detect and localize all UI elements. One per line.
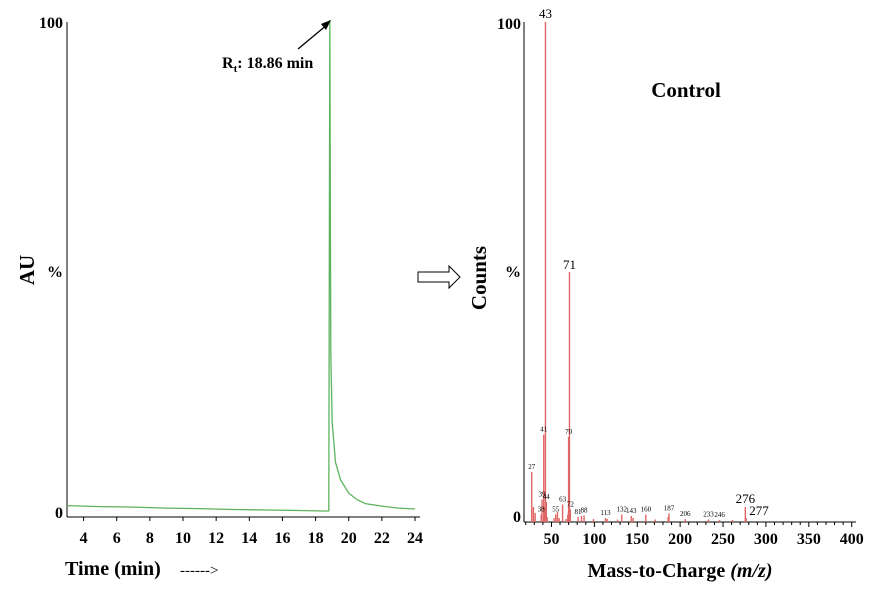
spectrum-x-ticks: 50 100 150 200 250 300 350 400 — [525, 522, 864, 548]
spectrum-y-label-mid: % — [505, 264, 521, 281]
spectrum-x-tick-label: 100 — [582, 531, 606, 548]
spectrum-x-tick-label: 250 — [711, 531, 735, 548]
chromatogram-x-tick-label: 14 — [241, 530, 257, 547]
mass-spectrum-chart: 100 % 0 Counts Control 50 100 150 200 250 300… — [467, 6, 864, 582]
spectrum-peak-label: 132 — [617, 506, 628, 514]
chromatogram-x-tick-label: 4 — [80, 530, 88, 547]
spectrum-peak-label: 113 — [600, 509, 611, 517]
spectrum-peak-label: 160 — [641, 506, 652, 514]
chromatogram-x-tick-label: 20 — [341, 530, 357, 547]
spectrum-x-tick-label: 350 — [797, 531, 821, 548]
spectrum-peak-label: 43 — [539, 6, 552, 21]
spectrum-peak-label: 276 — [736, 491, 756, 506]
spectrum-peak-label: 81 — [575, 508, 583, 516]
retention-time-arrowhead — [321, 20, 331, 30]
spectrum-peak-label: 27 — [528, 463, 536, 471]
spectrum-y-label-top: 100 — [497, 16, 521, 33]
chromatogram-x-tick-label: 8 — [146, 530, 154, 547]
spectrum-peaks — [531, 22, 747, 522]
spectrum-x-axis-title: Mass-to-Charge (m/z) — [588, 560, 773, 582]
spectrum-peak-label: 39 — [539, 491, 547, 499]
retention-time-annotation: Rt: 18.86 min — [222, 55, 313, 75]
spectrum-x-tick-label: 50 — [543, 531, 559, 548]
retention-time-arrow — [297, 23, 329, 50]
chromatogram-y-axis-title: AU — [15, 255, 39, 285]
spectrum-peak-label: 233 — [703, 511, 714, 519]
chromatogram-y-label-mid: % — [47, 264, 63, 281]
spectrum-y-label-bottom: 0 — [513, 509, 521, 526]
spectrum-peak-label: 38 — [538, 506, 546, 514]
spectrum-peak-label: 63 — [559, 496, 567, 504]
chromatogram-x-tick-label: 10 — [175, 530, 191, 547]
spectrum-peak-label: 72 — [567, 501, 575, 509]
chromatogram-x-tick-label: 18 — [308, 530, 324, 547]
spectrum-peak-label: 277 — [749, 503, 769, 518]
spectrum-x-tick-label: 300 — [754, 531, 778, 548]
spectrum-y-axis-title: Counts — [467, 246, 491, 310]
spectrum-peak-label: 206 — [680, 510, 691, 518]
chromatogram-y-label-bottom: 0 — [55, 505, 63, 522]
spectrum-x-tick-label: 150 — [625, 531, 649, 548]
spectrum-title: Control — [651, 78, 721, 102]
chromatogram-trace — [66, 19, 416, 512]
spectrum-peak-label: 44 — [543, 493, 551, 501]
spectrum-peak-label: 71 — [563, 257, 576, 272]
spectrum-x-tick-label: 200 — [668, 531, 692, 548]
transfer-arrow-icon — [417, 264, 461, 290]
chromatogram-x-tick-label: 6 — [113, 530, 121, 547]
spectrum-x-tick-label: 400 — [840, 531, 864, 548]
spectrum-peak-label: 246 — [714, 511, 725, 519]
spectrum-peak-label: 143 — [626, 507, 637, 515]
chromatogram-x-tick-label: 22 — [374, 530, 390, 547]
spectrum-peak-label: 88 — [581, 507, 589, 515]
chromatogram-x-tick-label: 24 — [407, 530, 423, 547]
spectrum-peak-label: 187 — [664, 505, 675, 513]
chromatogram-chart: 100 % 0 AU 4 6 8 10 12 14 16 18 20 22 24 Time (min… — [15, 15, 423, 580]
spectrum-peak-label: 70 — [565, 428, 573, 436]
chromatogram-x-axis-title: Time (min) — [65, 558, 161, 580]
chromatogram-x-tick-label: 16 — [274, 530, 290, 547]
chromatogram-x-arrow: ------> — [180, 563, 218, 579]
chromatogram-y-label-top: 100 — [39, 15, 63, 32]
chromatogram-x-tick-label: 12 — [208, 530, 224, 547]
chromatogram-x-ticks: 4 6 8 10 12 14 16 18 20 22 24 — [80, 517, 423, 547]
spectrum-peak-label: 41 — [540, 426, 548, 434]
spectrum-peak-label: 55 — [552, 506, 560, 514]
